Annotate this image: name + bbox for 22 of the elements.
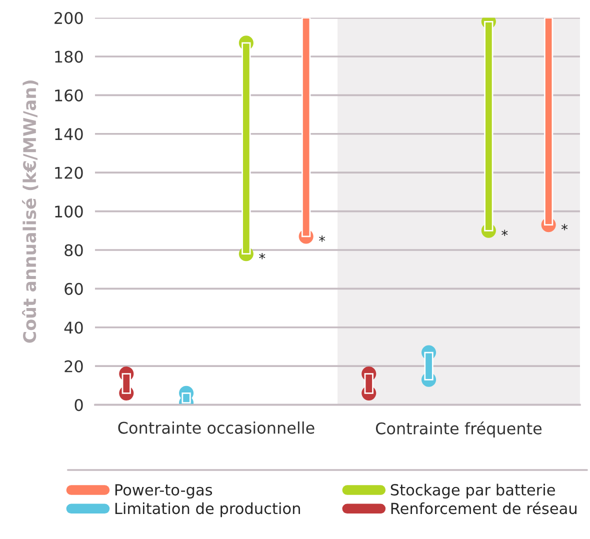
x-tick-label: Contrainte fréquente (376, 421, 542, 438)
y-tick-label: 140 (55, 128, 83, 140)
data-label: * (502, 230, 508, 236)
y-tick-label: 40 (64, 322, 83, 334)
y-tick-label: 100 (55, 206, 83, 218)
data-label: * (259, 252, 266, 260)
y-tick-label: 20 (64, 360, 83, 372)
data-label: * (561, 224, 568, 230)
y-tick-label: 0 (74, 399, 83, 412)
legend-label: Stockage par batterie (390, 484, 555, 499)
y-tick-label: 160 (55, 89, 83, 102)
legend-label: Renforcement de réseau (391, 502, 576, 514)
y-tick-label: 80 (64, 244, 83, 256)
legend-label: Limitation de production (115, 502, 300, 518)
y-tick-label: 200 (54, 12, 83, 24)
x-tick-label: Contrainte occasionnelle (118, 421, 314, 434)
y-axis-title: Coût annualisé (k€/MW/an) (22, 80, 38, 343)
y-tick-label: 60 (64, 282, 83, 295)
legend-label: Power-to-gas (115, 484, 212, 499)
data-label: * (318, 236, 326, 242)
y-tick-label: 180 (55, 50, 83, 63)
y-tick-label: 120 (55, 166, 83, 179)
